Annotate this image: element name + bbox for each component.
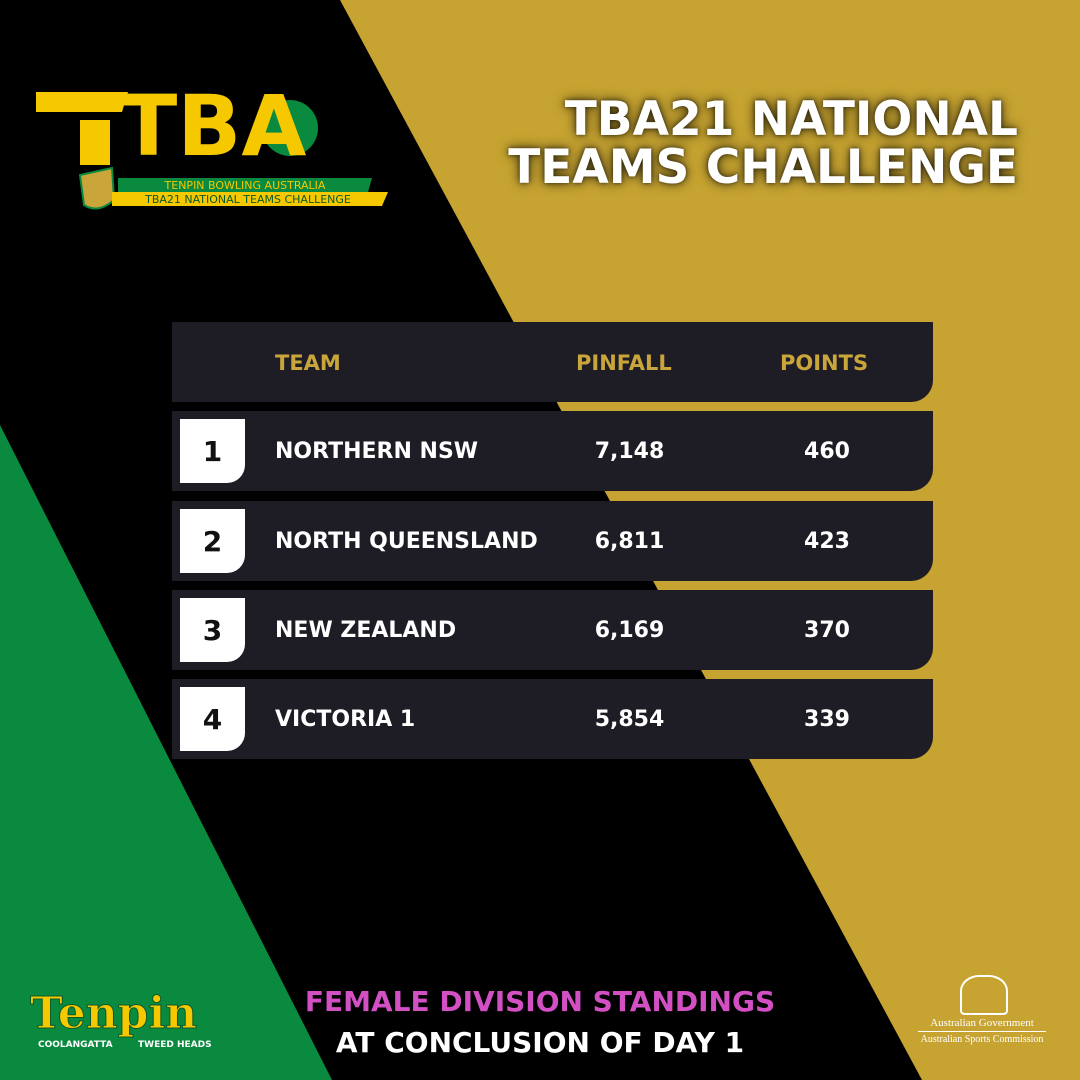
title-line: TEAMS CHALLENGE — [508, 140, 1018, 195]
footer-line1: FEMALE DIVISION STANDINGS — [304, 985, 776, 1018]
points: 370 — [804, 618, 850, 643]
team-name: NEW ZEALAND — [275, 618, 457, 643]
title-line: TBA21 NATIONAL — [564, 92, 1018, 147]
table-row: 3 NEW ZEALAND 6,169 370 — [172, 590, 933, 670]
sponsor-left: COOLANGATTA — [38, 1040, 113, 1050]
sponsor-logo: Tenpin — [29, 988, 198, 1040]
footer-line2: AT CONCLUSION OF DAY 1 — [335, 1026, 745, 1059]
logo-mark: TBA — [120, 77, 306, 175]
crest — [960, 975, 1008, 1015]
logo-line2: TBA21 NATIONAL TEAMS CHALLENGE — [144, 193, 351, 206]
table-header: TEAM PINFALL POINTS — [172, 322, 933, 402]
team-name: VICTORIA 1 — [275, 707, 416, 732]
team-name: NORTH QUEENSLAND — [275, 529, 538, 554]
pinfall: 6,811 — [594, 529, 665, 554]
points: 460 — [804, 439, 850, 464]
points: 423 — [804, 529, 850, 554]
header-cell: TEAM — [275, 351, 341, 375]
sponsor-right: TWEED HEADS — [138, 1040, 212, 1050]
table-row: 4 VICTORIA 1 5,854 339 — [172, 679, 933, 759]
logo-line1: TENPIN BOWLING AUSTRALIA — [164, 179, 326, 192]
points: 339 — [804, 707, 850, 732]
rank: 3 — [180, 598, 245, 662]
header-cell: PINFALL — [576, 351, 672, 375]
pinfall: 6,169 — [594, 618, 665, 643]
gov-line1: Australian Government — [918, 1017, 1046, 1032]
team-name: NORTHERN NSW — [275, 439, 479, 464]
gov-line2: Australian Sports Commission — [920, 1034, 1044, 1045]
rank: 2 — [180, 509, 245, 573]
header-cell: POINTS — [780, 351, 869, 375]
table-row: 1 NORTHERN NSW 7,148 460 — [172, 411, 933, 491]
table-row: 2 NORTH QUEENSLAND 6,811 423 — [172, 501, 933, 581]
tba-logo: TBA TENPIN BOWLING AUSTRALIA TBA21 NATIO… — [36, 77, 388, 210]
rank: 4 — [180, 687, 245, 751]
pinfall: 5,854 — [594, 707, 665, 732]
rank: 1 — [180, 419, 245, 483]
green-band — [0, 425, 332, 1080]
pinfall: 7,148 — [594, 439, 665, 464]
